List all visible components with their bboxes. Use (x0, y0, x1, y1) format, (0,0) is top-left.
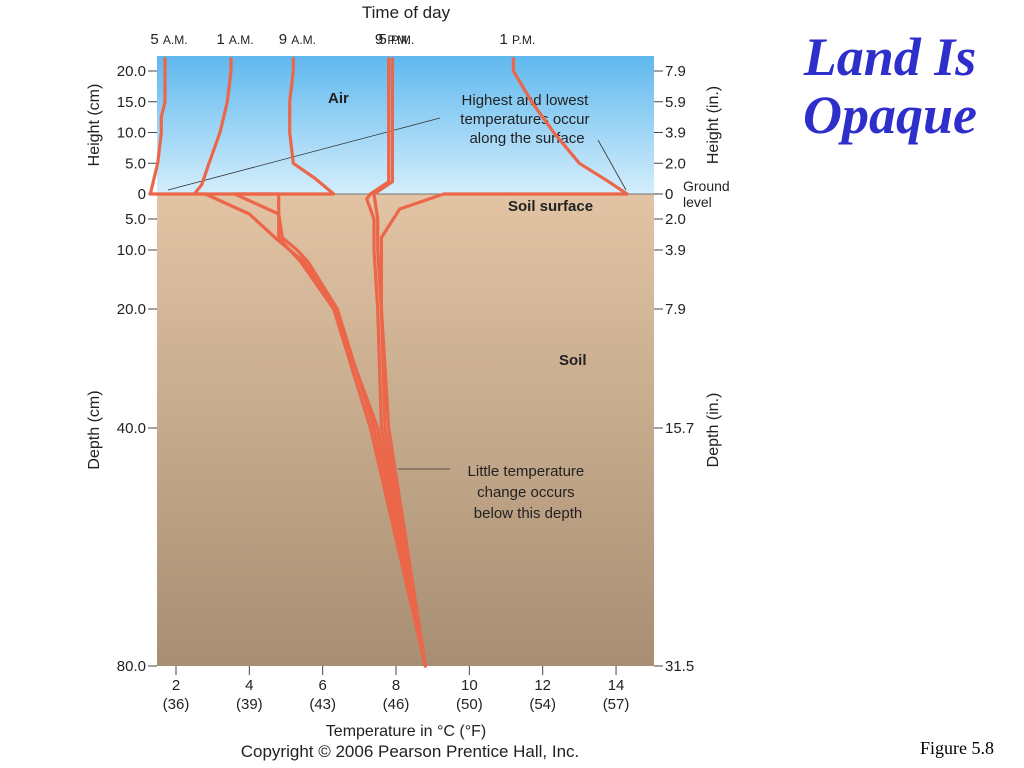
x-tick-label-f: (36) (163, 696, 190, 713)
x-tick-label-f: (50) (456, 696, 483, 713)
temperature-curve-9-pm (365, 57, 427, 668)
time-label: 1 P.M. (500, 31, 536, 48)
right-height-axis-title: Height (in.) (705, 86, 722, 164)
depth-cm-tick-label: 20.0 (117, 301, 146, 318)
x-tick-label-c: 12 (534, 677, 551, 694)
left-height-axis-title: Height (cm) (86, 84, 103, 167)
time-label: 5 A.M. (150, 31, 187, 48)
time-label: 1 A.M. (216, 31, 253, 48)
top-axis-title: Time of day (362, 3, 451, 22)
left-depth-axis-title: Depth (cm) (86, 390, 103, 469)
temperature-curve-9-am (233, 57, 427, 668)
depth-cm-tick-label: 40.0 (117, 420, 146, 437)
depth-in-tick-label: 2.0 (665, 211, 686, 228)
x-tick-label-f: (43) (309, 696, 336, 713)
depth-cm-tick-label: 80.0 (117, 658, 146, 675)
x-tick-label-c: 2 (172, 677, 180, 694)
time-label: 5 P.M. (379, 31, 415, 48)
slide-title: Land Is Opaque (760, 28, 1020, 144)
depth-cm-tick-label: 10.0 (117, 242, 146, 259)
figure-label: Figure 5.8 (920, 738, 994, 758)
surface-annotation-leader (167, 117, 441, 191)
x-tick-label-c: 4 (245, 677, 253, 694)
depth-in-tick-label: 3.9 (665, 242, 686, 259)
surface-annotation: Highest and lowest temperatures occur al… (460, 92, 593, 147)
height-cm-tick-label: 15.0 (117, 94, 146, 111)
ground-level-label: Ground (683, 178, 730, 194)
height-cm-tick-label: 0 (138, 186, 146, 203)
ground-level-label-line2: level (683, 194, 712, 210)
height-in-tick-label: 2.0 (665, 155, 686, 172)
x-tick-label-f: (54) (529, 696, 556, 713)
depth-in-tick-label: 31.5 (665, 658, 694, 675)
x-tick-label-c: 8 (392, 677, 400, 694)
height-cm-tick-label: 10.0 (117, 125, 146, 142)
x-tick-label-f: (39) (236, 696, 263, 713)
time-label: 9 P.M. (375, 31, 411, 48)
x-tick-label-f: (57) (603, 696, 630, 713)
x-tick-label-f: (46) (383, 696, 410, 713)
height-in-tick-label: 7.9 (665, 63, 686, 80)
soil-surface-label: Soil surface (508, 198, 593, 215)
depth-in-tick-label: 15.7 (665, 420, 694, 437)
right-depth-axis-title: Depth (in.) (705, 393, 722, 468)
copyright-notice: Copyright © 2006 Pearson Prentice Hall, … (240, 742, 580, 761)
height-cm-tick-label: 5.0 (125, 155, 146, 172)
height-in-tick-label: 5.9 (665, 94, 686, 111)
slide-title-line2: Opaque (803, 85, 977, 145)
depth-annotation: Little temperature change occurs below t… (468, 463, 589, 522)
depth-cm-tick-label: 5.0 (125, 211, 146, 228)
height-in-tick-label: 0 (665, 186, 673, 203)
slide-title-line1: Land Is (803, 27, 977, 87)
height-cm-tick-label: 20.0 (117, 63, 146, 80)
soil-zone (157, 194, 654, 666)
air-label: Air (328, 90, 349, 107)
depth-in-tick-label: 7.9 (665, 301, 686, 318)
x-tick-label-c: 6 (319, 677, 327, 694)
x-tick-label-c: 10 (461, 677, 478, 694)
surface-annotation-leader-right (597, 139, 627, 191)
time-label: 9 A.M. (279, 31, 316, 48)
x-axis-title: Temperature in °C (°F) (326, 723, 486, 740)
temperature-curve-1-pm (379, 57, 629, 668)
x-tick-label-c: 14 (608, 677, 625, 694)
soil-label: Soil (559, 352, 587, 369)
height-in-tick-label: 3.9 (665, 125, 686, 142)
